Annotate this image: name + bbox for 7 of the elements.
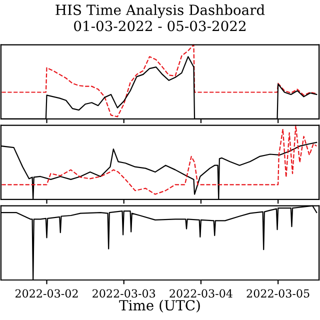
chart-subtitle: 01-03-2022 - 05-03-2022 [74, 20, 246, 32]
x-tick-label: 2022-03-04 [170, 289, 232, 298]
x-axis-title: Time (UTC) [119, 300, 200, 312]
x-tick-label: 2022-03-02 [15, 289, 78, 298]
x-tick-label: 2022-03-03 [92, 289, 156, 298]
chart-title: HIS Time Analysis Dashboard [56, 4, 265, 18]
x-tick-label: 2022-03-05 [246, 289, 310, 298]
